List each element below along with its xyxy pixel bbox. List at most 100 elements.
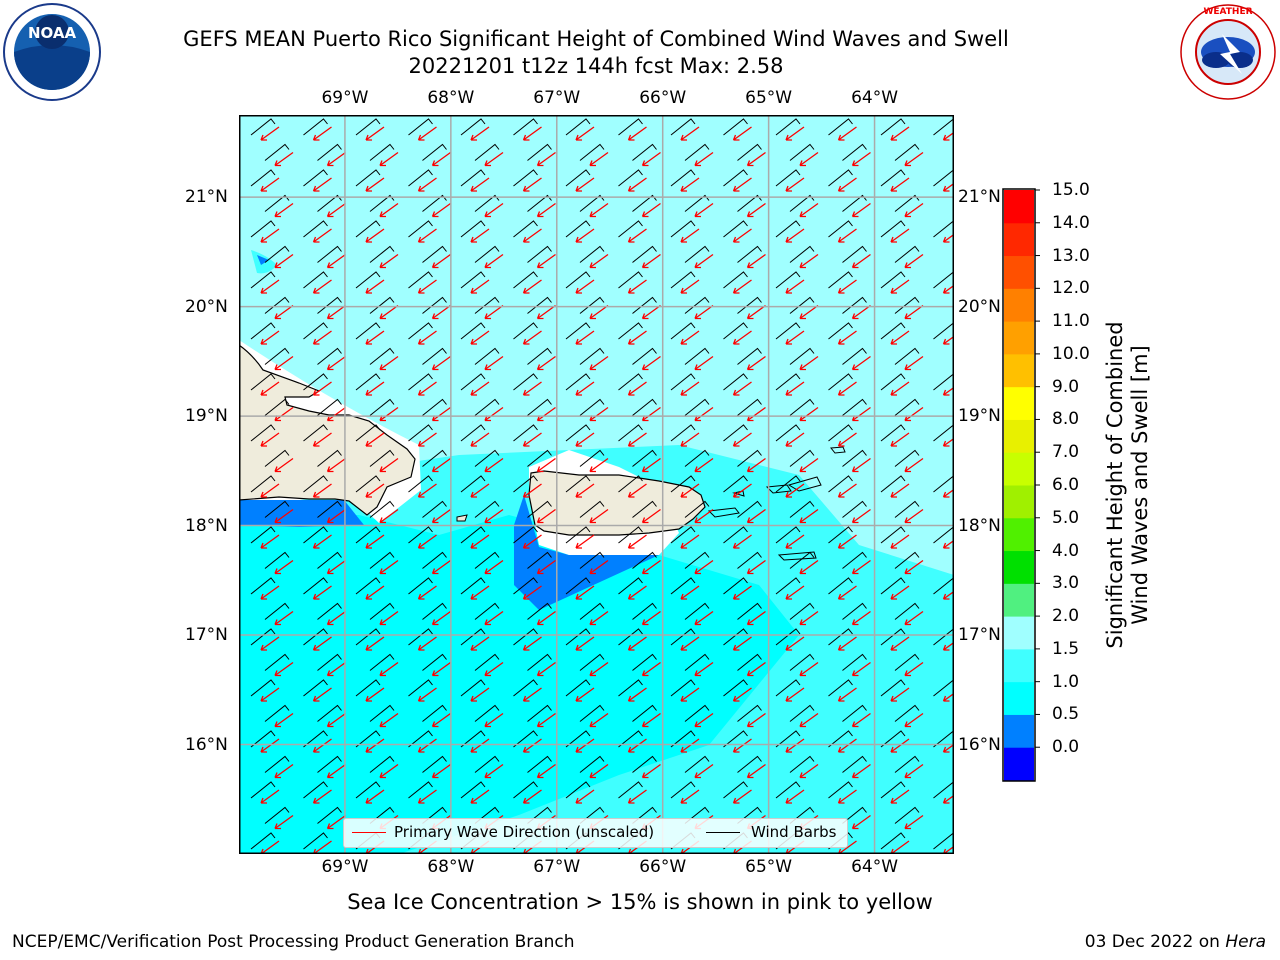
- wind-barb: [618, 424, 643, 442]
- wind-barb: [250, 628, 276, 646]
- wave-direction-arrow: [417, 177, 437, 192]
- wind-barb: [737, 194, 762, 212]
- wind-barb: [513, 322, 538, 340]
- wind-barb: [670, 577, 696, 595]
- wind-barb: [842, 755, 867, 773]
- wave-direction-arrow: [641, 253, 661, 269]
- map-frame: [239, 115, 954, 854]
- wind-barb: [842, 449, 867, 467]
- wind-barb: [264, 500, 290, 518]
- wave-direction-arrow: [326, 661, 346, 677]
- wave-direction-arrow: [365, 738, 385, 753]
- wave-direction-arrow: [680, 789, 700, 804]
- wind-barb: [618, 628, 643, 646]
- wave-direction-arrow: [536, 559, 556, 575]
- wind-barb: [250, 220, 276, 238]
- wave-direction-arrow: [417, 330, 437, 345]
- colorbar-tick-label: 10.0: [1052, 343, 1090, 364]
- wave-direction-arrow: [417, 585, 437, 600]
- wave-direction-arrow: [694, 661, 714, 677]
- wave-direction-arrow: [851, 151, 871, 167]
- wind-barb: [460, 781, 486, 799]
- wind-barb: [474, 347, 500, 365]
- wind-barb: [513, 781, 538, 799]
- wave-direction-arrow: [641, 763, 661, 779]
- wind-barb: [513, 628, 538, 646]
- wave-direction-arrow: [522, 381, 542, 396]
- wave-direction-arrow: [379, 304, 399, 320]
- wind-barb: [842, 551, 867, 569]
- lat-tick-right: 16°N: [958, 734, 1001, 755]
- lon-tick-bottom: 67°W: [533, 857, 581, 877]
- wind-barb: [513, 730, 538, 748]
- wave-direction-arrow: [575, 738, 595, 753]
- wave-direction-arrow: [326, 202, 346, 218]
- wave-direction-arrow: [365, 534, 385, 549]
- wind-barb: [303, 220, 328, 238]
- wind-barb: [737, 653, 762, 671]
- colorbar-label-line2: Wind Waves and Swell [m]: [1128, 345, 1152, 625]
- colorbar-segment: [1004, 681, 1034, 715]
- wave-direction-arrow: [484, 253, 504, 269]
- wave-direction-arrow: [732, 585, 752, 600]
- land-anegada: [830, 446, 846, 454]
- wind-barb: [250, 577, 276, 595]
- wind-barb: [408, 169, 433, 187]
- wind-barb: [422, 296, 447, 314]
- wind-barb: [565, 169, 591, 187]
- colorbar-tick-label: 6.0: [1052, 475, 1080, 495]
- wave-direction-arrow: [680, 330, 700, 345]
- wind-barb: [527, 194, 552, 212]
- wave-direction-arrow: [837, 177, 857, 192]
- wind-barb: [355, 271, 381, 289]
- wave-direction-arrow: [627, 534, 647, 549]
- map-panel: [239, 115, 954, 854]
- wind-barb: [250, 475, 276, 493]
- wind-barb: [408, 271, 433, 289]
- wave-direction-arrow: [627, 126, 647, 141]
- wind-barb: [460, 424, 486, 442]
- wave-direction-arrow: [785, 738, 805, 753]
- wave-direction-arrow: [890, 279, 910, 294]
- wave-direction-arrow: [851, 814, 871, 830]
- lat-tick-right: 18°N: [958, 515, 1001, 536]
- wind-barb: [789, 449, 815, 467]
- wind-barb: [250, 271, 276, 289]
- wind-barb: [369, 653, 395, 671]
- wind-barb: [880, 832, 906, 850]
- wind-barb: [474, 143, 500, 161]
- wave-direction-arrow: [312, 687, 332, 702]
- wind-barb: [684, 347, 710, 365]
- colorbar-tick-label: 8.0: [1052, 409, 1080, 430]
- wind-barb: [303, 322, 328, 340]
- wave-direction-arrow: [732, 228, 752, 243]
- wind-barb: [317, 296, 342, 314]
- wind-barb: [828, 373, 853, 391]
- wave-direction-arrow: [260, 483, 280, 498]
- wind-barb: [317, 602, 342, 620]
- wave-direction-arrow: [732, 432, 752, 447]
- wave-direction-arrow: [484, 457, 504, 473]
- wave-direction-arrow: [732, 483, 752, 498]
- wind-barb: [250, 730, 276, 748]
- wind-barb: [460, 628, 486, 646]
- wave-direction-arrow: [312, 279, 332, 294]
- wind-barb: [527, 755, 552, 773]
- wave-direction-arrow: [365, 177, 385, 192]
- wind-barb: [317, 194, 342, 212]
- wind-barb: [723, 577, 748, 595]
- wind-barb: [565, 271, 591, 289]
- wind-barb: [775, 169, 801, 187]
- wind-barb: [250, 781, 276, 799]
- wind-barb: [579, 143, 605, 161]
- wind-barb: [355, 118, 381, 136]
- wind-barb: [250, 526, 276, 544]
- wave-direction-arrow: [837, 330, 857, 345]
- wave-direction-arrow: [484, 304, 504, 320]
- wave-direction-arrow: [522, 330, 542, 345]
- wind-barb: [894, 194, 920, 212]
- wind-barb: [527, 602, 552, 620]
- wind-barb: [303, 679, 328, 697]
- wave-direction-arrow: [837, 126, 857, 141]
- wind-barb: [369, 449, 395, 467]
